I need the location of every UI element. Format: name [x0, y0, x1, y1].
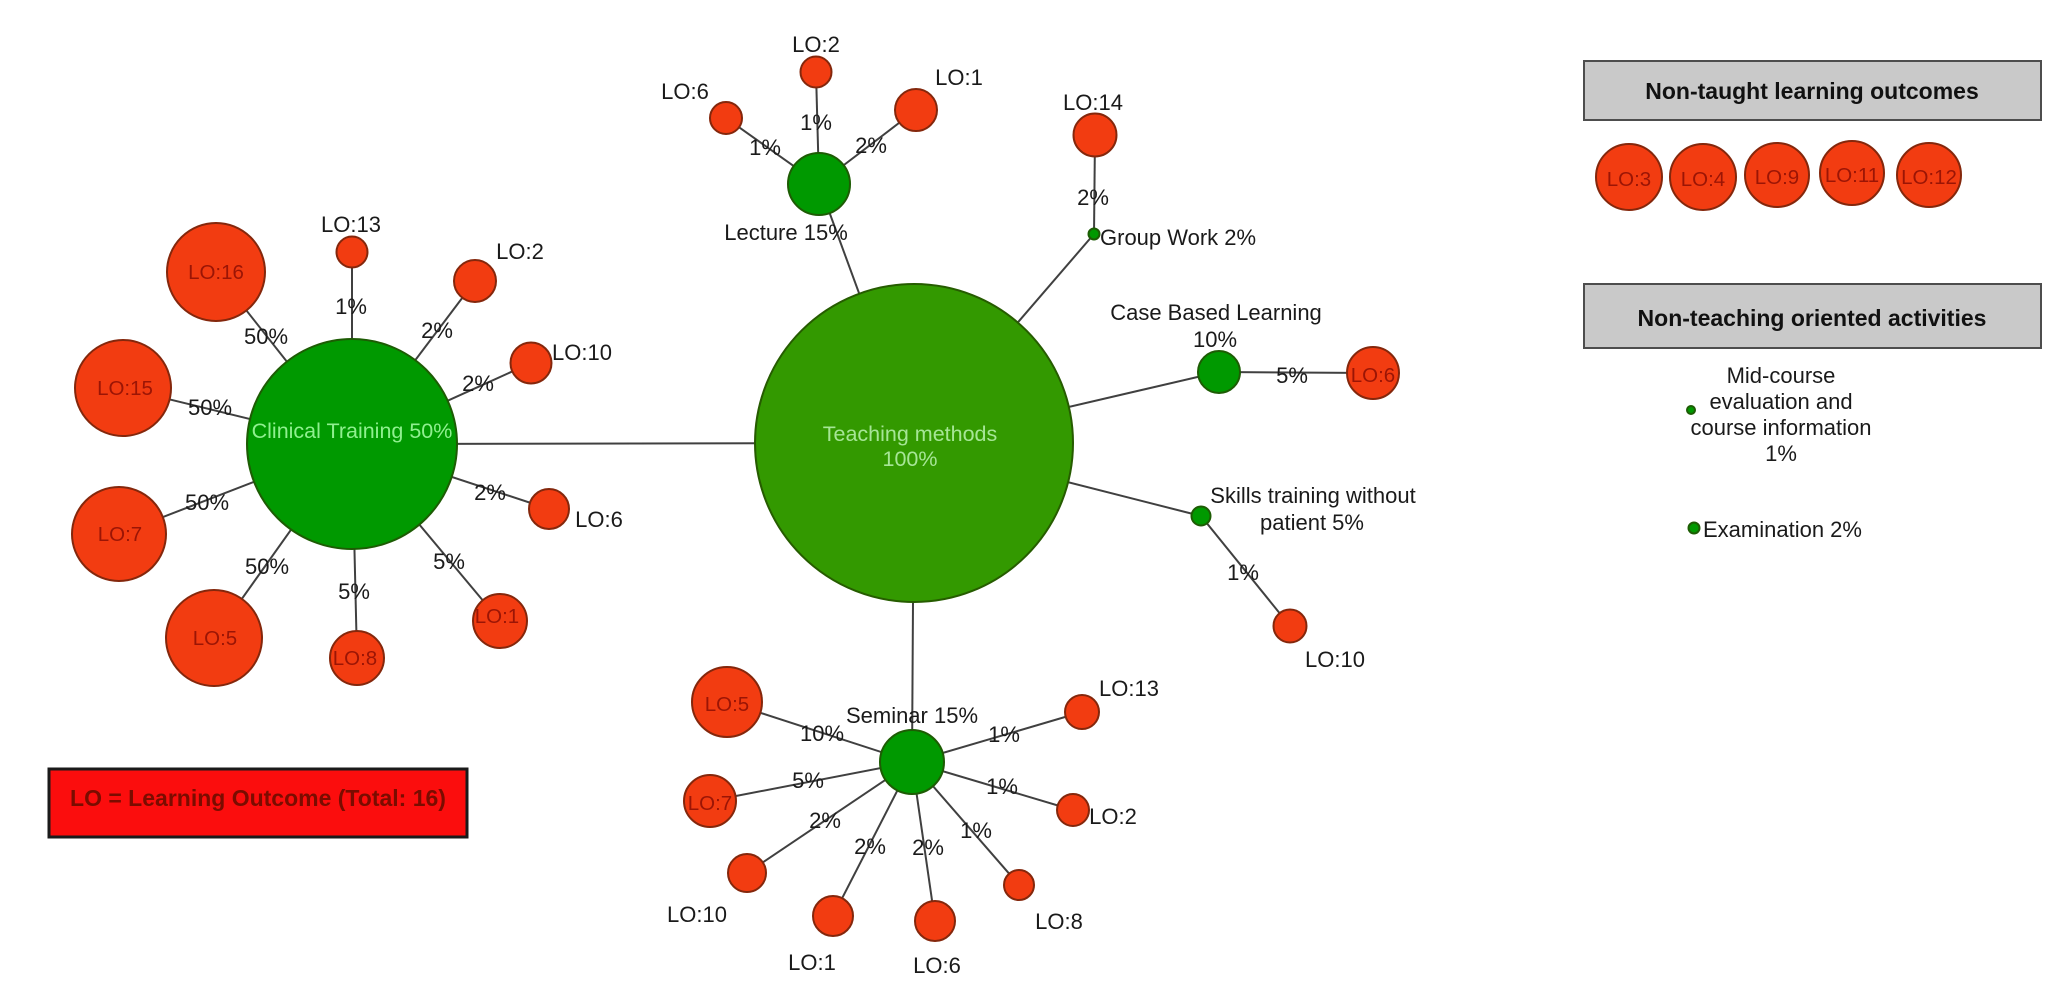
svg-text:LO:11: LO:11	[1825, 164, 1879, 187]
svg-text:1%: 1%	[986, 774, 1018, 799]
svg-text:Lecture 15%: Lecture 15%	[724, 220, 848, 245]
svg-text:100%: 100%	[883, 447, 938, 471]
svg-text:LO:7: LO:7	[688, 792, 732, 815]
svg-text:1%: 1%	[335, 294, 367, 319]
svg-text:LO:1: LO:1	[788, 950, 836, 975]
svg-text:course information: course information	[1691, 415, 1872, 440]
svg-text:Skills training without: Skills training without	[1210, 483, 1415, 508]
svg-text:LO:3: LO:3	[1607, 168, 1651, 191]
svg-text:10%: 10%	[800, 721, 844, 746]
svg-text:LO:8: LO:8	[1035, 909, 1083, 934]
svg-text:50%: 50%	[185, 490, 229, 515]
svg-text:Teaching methods: Teaching methods	[823, 422, 998, 446]
svg-text:LO:10: LO:10	[1305, 647, 1365, 672]
svg-text:LO:10: LO:10	[552, 340, 612, 365]
svg-text:50%: 50%	[245, 554, 289, 579]
svg-text:LO = Learning Outcome (Total:: LO = Learning Outcome (Total: 16)	[70, 785, 446, 811]
svg-text:LO:5: LO:5	[705, 693, 749, 716]
svg-text:LO:6: LO:6	[913, 953, 961, 978]
svg-text:1%: 1%	[988, 722, 1020, 747]
svg-text:LO:10: LO:10	[667, 902, 727, 927]
svg-text:2%: 2%	[474, 480, 506, 505]
svg-text:Seminar 15%: Seminar 15%	[846, 703, 978, 728]
svg-text:Examination 2%: Examination 2%	[1703, 517, 1862, 542]
svg-text:LO:15: LO:15	[97, 377, 153, 400]
svg-text:LO:6: LO:6	[661, 79, 709, 104]
svg-text:Non-teaching oriented activiti: Non-teaching oriented activities	[1638, 305, 1987, 331]
svg-text:LO:16: LO:16	[188, 261, 244, 284]
svg-text:LO:14: LO:14	[1063, 90, 1123, 115]
svg-text:2%: 2%	[855, 133, 887, 158]
svg-text:LO:13: LO:13	[1099, 676, 1159, 701]
svg-text:LO:5: LO:5	[193, 627, 237, 650]
svg-text:LO:2: LO:2	[792, 32, 840, 57]
svg-text:1%: 1%	[749, 135, 781, 160]
svg-text:Case Based Learning: Case Based Learning	[1110, 300, 1322, 325]
svg-text:LO:9: LO:9	[1755, 166, 1799, 189]
svg-text:2%: 2%	[1077, 185, 1109, 210]
svg-text:LO:1: LO:1	[935, 65, 983, 90]
svg-text:LO:4: LO:4	[1681, 168, 1725, 191]
svg-text:50%: 50%	[188, 395, 232, 420]
svg-text:LO:2: LO:2	[496, 239, 544, 264]
svg-text:LO:2: LO:2	[1089, 804, 1137, 829]
svg-text:LO:6: LO:6	[1351, 364, 1395, 387]
svg-text:Clinical Training 50%: Clinical Training 50%	[252, 419, 453, 443]
svg-text:5%: 5%	[1276, 363, 1308, 388]
svg-text:2%: 2%	[854, 834, 886, 859]
svg-text:1%: 1%	[1227, 560, 1259, 585]
svg-text:5%: 5%	[433, 549, 465, 574]
svg-text:Non-taught learning outcomes: Non-taught learning outcomes	[1645, 78, 1979, 104]
svg-text:patient 5%: patient 5%	[1260, 510, 1364, 535]
svg-text:LO:1: LO:1	[475, 605, 519, 628]
svg-text:LO:13: LO:13	[321, 212, 381, 237]
svg-text:2%: 2%	[421, 318, 453, 343]
svg-text:50%: 50%	[244, 324, 288, 349]
svg-text:LO:7: LO:7	[98, 523, 142, 546]
svg-text:1%: 1%	[1765, 441, 1797, 466]
svg-text:5%: 5%	[338, 579, 370, 604]
svg-text:Group Work 2%: Group Work 2%	[1100, 225, 1256, 250]
svg-text:2%: 2%	[912, 835, 944, 860]
svg-text:LO:8: LO:8	[333, 647, 377, 670]
svg-text:5%: 5%	[792, 768, 824, 793]
svg-text:1%: 1%	[960, 818, 992, 843]
svg-text:evaluation and: evaluation and	[1709, 389, 1852, 414]
svg-text:1%: 1%	[800, 110, 832, 135]
svg-text:2%: 2%	[809, 808, 841, 833]
svg-text:2%: 2%	[462, 371, 494, 396]
svg-text:LO:12: LO:12	[1901, 166, 1957, 189]
svg-text:Mid-course: Mid-course	[1727, 363, 1836, 388]
svg-text:LO:6: LO:6	[575, 507, 623, 532]
svg-text:10%: 10%	[1193, 327, 1237, 352]
